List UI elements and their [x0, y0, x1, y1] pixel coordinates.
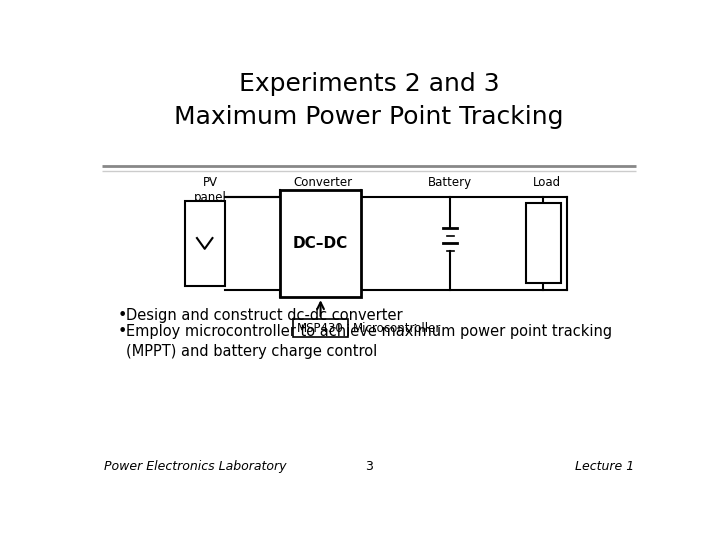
Text: 3: 3: [365, 460, 373, 473]
Text: Design and construct dc-dc converter: Design and construct dc-dc converter: [127, 308, 403, 323]
Bar: [292, 319, 348, 338]
Text: •: •: [117, 323, 127, 339]
Text: Experiments 2 and 3
Maximum Power Point Tracking: Experiments 2 and 3 Maximum Power Point …: [174, 72, 564, 129]
Text: Lecture 1: Lecture 1: [575, 460, 634, 473]
Text: Microcontroller: Microcontroller: [353, 322, 441, 335]
Text: PV
panel: PV panel: [194, 177, 227, 205]
Text: •: •: [117, 308, 127, 323]
Bar: [184, 201, 225, 286]
Text: Power Electronics Laboratory: Power Electronics Laboratory: [104, 460, 287, 473]
Text: Load: Load: [534, 177, 562, 190]
Bar: [280, 190, 361, 298]
Text: MSP430: MSP430: [297, 322, 344, 335]
Text: Converter: Converter: [293, 177, 352, 190]
Text: Battery: Battery: [428, 177, 472, 190]
Text: DC–DC: DC–DC: [293, 236, 348, 251]
Bar: [526, 204, 561, 284]
Text: Employ microcontroller to achieve maximum power point tracking
(MPPT) and batter: Employ microcontroller to achieve maximu…: [127, 323, 613, 359]
